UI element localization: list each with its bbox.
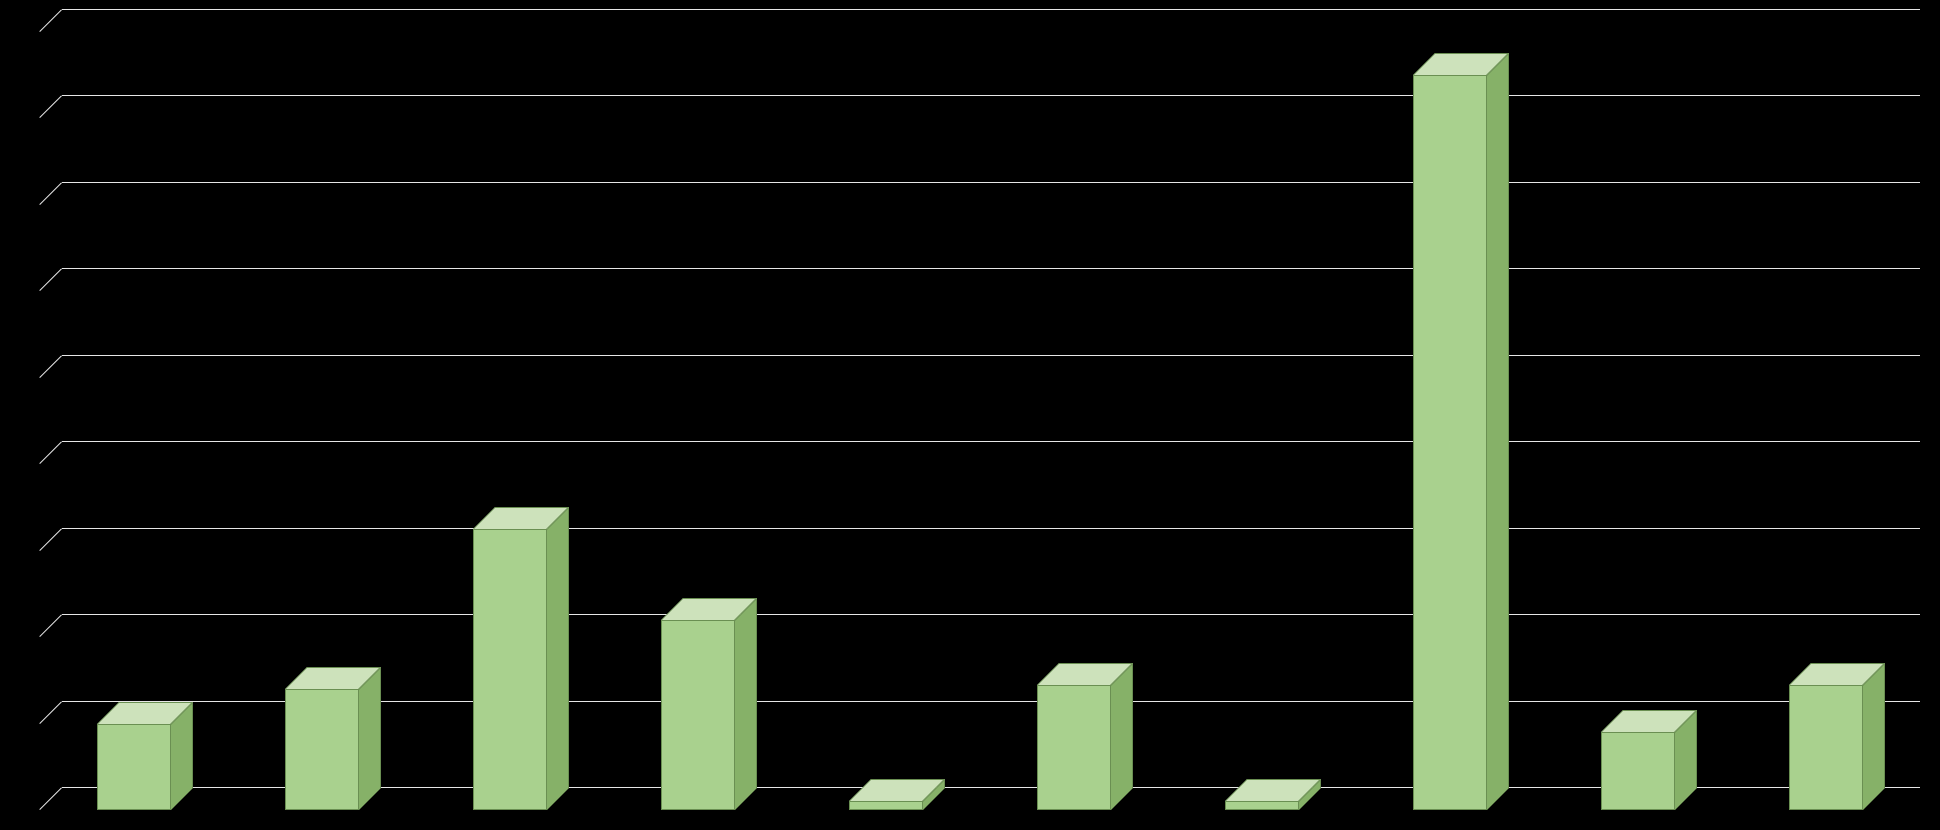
bar [97, 702, 193, 810]
bar [1789, 663, 1885, 810]
bar [1225, 779, 1321, 810]
plot-area [40, 10, 1920, 810]
bar [849, 779, 945, 810]
bars-layer [40, 10, 1920, 810]
bar [1601, 710, 1697, 810]
bar [285, 667, 381, 810]
bar [661, 598, 757, 810]
bar-chart [0, 0, 1940, 830]
bar [1037, 663, 1133, 810]
bar [473, 507, 569, 810]
bar [1413, 53, 1509, 810]
